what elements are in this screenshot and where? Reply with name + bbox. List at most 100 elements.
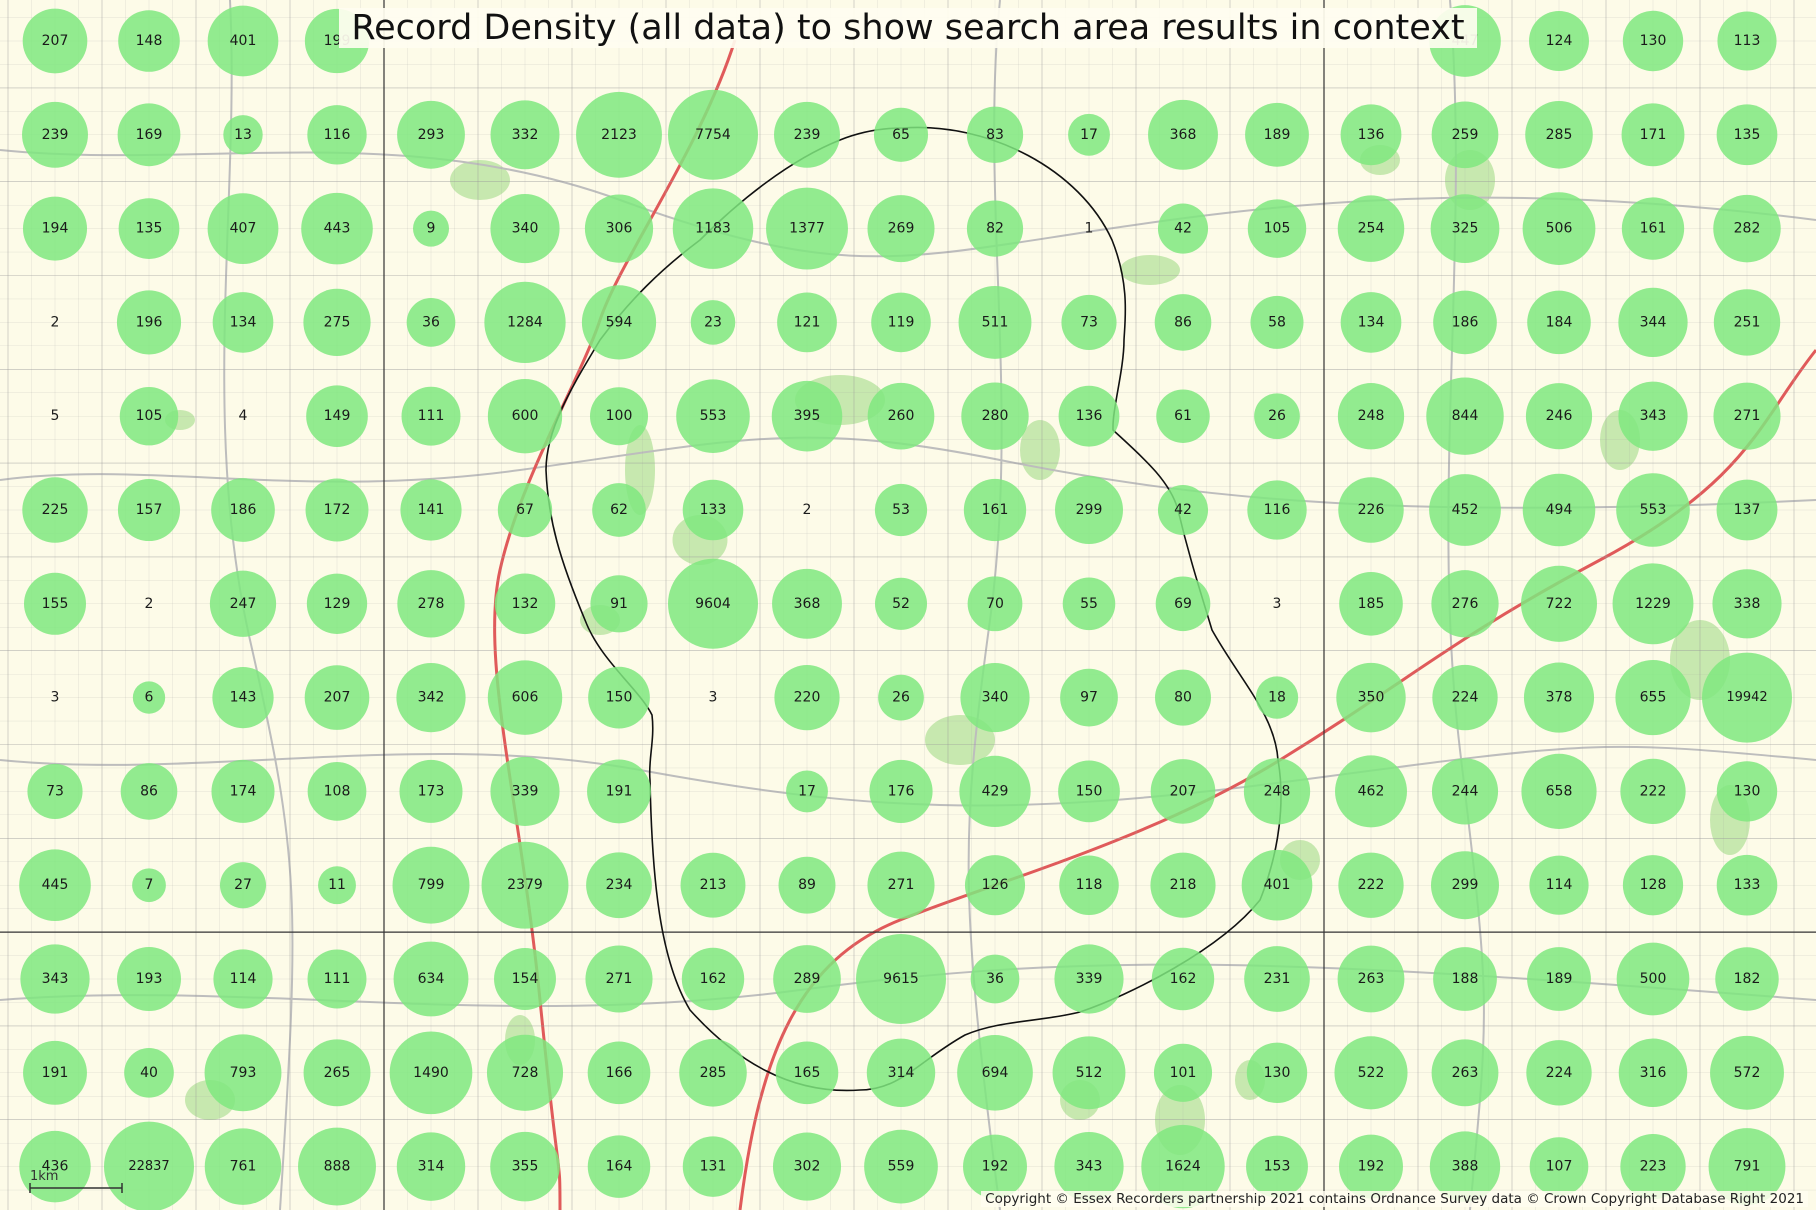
record-bubble xyxy=(772,1132,842,1201)
record-bubble xyxy=(772,568,842,639)
record-bubble xyxy=(204,1128,282,1205)
record-bubble xyxy=(775,1041,839,1105)
record-bubble xyxy=(1717,11,1777,71)
record-count-label: 192 xyxy=(982,1159,1009,1175)
record-bubble xyxy=(869,759,933,823)
record-count-label: 224 xyxy=(1452,690,1479,706)
record-bubble xyxy=(584,194,654,263)
record-count-label: 207 xyxy=(42,33,69,49)
record-count-label: 275 xyxy=(324,314,351,330)
record-bubble xyxy=(1141,1124,1225,1209)
record-count-label: 799 xyxy=(418,877,445,893)
record-count-label: 314 xyxy=(418,1159,445,1175)
record-count-label: 225 xyxy=(42,502,69,518)
record-bubble xyxy=(1059,855,1119,915)
record-count-label: 119 xyxy=(888,314,915,330)
record-count-label: 494 xyxy=(1546,502,1573,518)
record-count-label: 248 xyxy=(1264,783,1291,799)
record-count-label: 9 xyxy=(427,221,436,237)
record-bubble xyxy=(1716,854,1778,916)
record-bubble xyxy=(1150,852,1216,918)
record-count-label: 130 xyxy=(1640,33,1667,49)
record-count-label: 572 xyxy=(1734,1065,1761,1081)
record-bubble xyxy=(20,944,90,1014)
record-bubble xyxy=(1431,570,1499,638)
record-bubble xyxy=(1150,759,1216,824)
record-bubble xyxy=(1255,676,1299,719)
record-bubble xyxy=(24,572,86,635)
record-count-label: 86 xyxy=(140,783,158,799)
record-bubble xyxy=(961,382,1029,450)
record-bubble xyxy=(1621,103,1685,167)
record-count-label: 153 xyxy=(1264,1159,1291,1175)
record-bubble xyxy=(1708,1128,1786,1206)
record-count-label: 244 xyxy=(1452,783,1479,799)
record-bubble xyxy=(399,759,463,823)
record-count-label: 149 xyxy=(324,408,351,424)
record-count-label: 791 xyxy=(1734,1159,1761,1175)
record-count-label: 340 xyxy=(512,221,539,237)
record-count-label: 224 xyxy=(1546,1065,1573,1081)
record-count-label: 136 xyxy=(1076,408,1103,424)
record-bubble xyxy=(586,852,652,919)
record-count-label: 150 xyxy=(606,690,633,706)
record-bubble xyxy=(1340,292,1402,353)
record-count-label: 22837 xyxy=(128,1159,169,1174)
record-count-label: 65 xyxy=(892,127,910,143)
map-title-text: Record Density (all data) to show search… xyxy=(339,8,1477,48)
record-bubble xyxy=(119,386,179,446)
record-bubble xyxy=(1054,1131,1124,1202)
record-count-label: 185 xyxy=(1358,596,1385,612)
record-count-label: 343 xyxy=(1640,408,1667,424)
record-count-label: 73 xyxy=(46,783,64,799)
record-bubble xyxy=(878,674,924,721)
record-count-label: 126 xyxy=(982,877,1009,893)
record-bubble xyxy=(118,198,180,259)
record-count-label: 254 xyxy=(1358,221,1385,237)
record-count-label: 194 xyxy=(42,221,69,237)
record-bubble xyxy=(412,210,450,247)
record-bubble xyxy=(117,103,181,167)
record-count-label: 116 xyxy=(324,127,351,143)
record-count-label: 17 xyxy=(1080,127,1098,143)
map-title: Record Density (all data) to show search… xyxy=(0,6,1816,50)
record-bubble xyxy=(497,482,553,538)
record-count-label: 1229 xyxy=(1635,596,1671,612)
record-count-label: 728 xyxy=(512,1065,539,1081)
record-count-label: 7754 xyxy=(695,127,731,143)
record-bubble xyxy=(401,386,461,446)
record-bubble xyxy=(307,949,367,1009)
record-count-label: 395 xyxy=(794,408,821,424)
copyright-notice: Copyright © Essex Recorders partnership … xyxy=(981,1191,1808,1207)
record-bubble xyxy=(211,478,275,542)
record-count-label: 133 xyxy=(700,502,727,518)
record-count-label: 443 xyxy=(324,221,351,237)
record-count-label: 299 xyxy=(1076,502,1103,518)
record-bubble xyxy=(1529,11,1589,71)
record-bubble xyxy=(871,292,931,353)
record-bubble xyxy=(1525,101,1593,169)
record-bubble xyxy=(117,478,181,542)
record-bubble xyxy=(1618,381,1688,451)
record-bubble xyxy=(963,478,1027,542)
record-count-label: 111 xyxy=(324,971,351,987)
record-count-label: 136 xyxy=(1358,127,1385,143)
record-count-label: 62 xyxy=(610,502,628,518)
record-count-label: 269 xyxy=(888,221,915,237)
record-bubble xyxy=(590,387,648,446)
minor-road xyxy=(0,149,1816,258)
record-bubble xyxy=(1340,104,1402,166)
record-bubble xyxy=(1068,113,1110,156)
record-count-label: 11 xyxy=(328,877,346,893)
record-bubble xyxy=(1715,947,1779,1011)
record-bubble xyxy=(209,570,277,637)
record-count-label: 191 xyxy=(42,1065,69,1081)
record-count-label: 26 xyxy=(892,690,910,706)
record-count-label: 512 xyxy=(1076,1065,1103,1081)
record-count-label: 340 xyxy=(982,690,1009,706)
record-bubble xyxy=(1620,758,1686,825)
record-bubble xyxy=(486,1034,564,1111)
record-count-label: 82 xyxy=(986,221,1004,237)
